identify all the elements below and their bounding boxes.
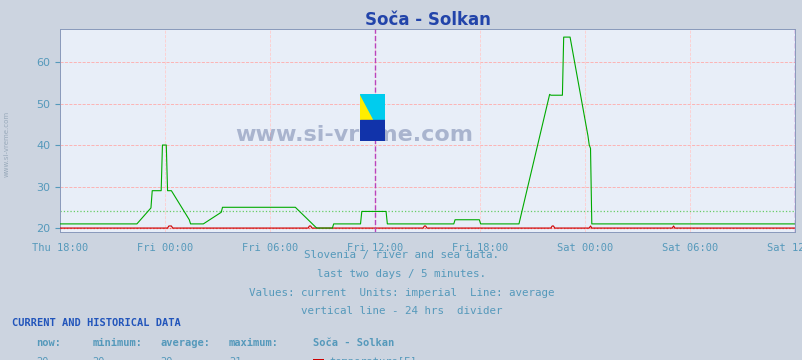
Text: Soča - Solkan: Soča - Solkan bbox=[313, 338, 394, 348]
Text: last two days / 5 minutes.: last two days / 5 minutes. bbox=[317, 269, 485, 279]
Text: Fri 06:00: Fri 06:00 bbox=[241, 243, 298, 253]
Polygon shape bbox=[360, 94, 384, 141]
Text: maximum:: maximum: bbox=[229, 338, 278, 348]
Text: Sat 00:00: Sat 00:00 bbox=[557, 243, 613, 253]
Text: www.si-vreme.com: www.si-vreme.com bbox=[235, 125, 472, 145]
Text: Sat 06:00: Sat 06:00 bbox=[661, 243, 717, 253]
Text: average:: average: bbox=[160, 338, 210, 348]
Text: Fri 00:00: Fri 00:00 bbox=[137, 243, 193, 253]
Text: CURRENT AND HISTORICAL DATA: CURRENT AND HISTORICAL DATA bbox=[12, 318, 180, 328]
Polygon shape bbox=[360, 120, 384, 141]
Text: Sat 12:00: Sat 12:00 bbox=[766, 243, 802, 253]
Text: minimum:: minimum: bbox=[92, 338, 142, 348]
Text: 21: 21 bbox=[229, 357, 241, 360]
Text: vertical line - 24 hrs  divider: vertical line - 24 hrs divider bbox=[301, 306, 501, 316]
Text: temperature[F]: temperature[F] bbox=[329, 357, 416, 360]
Polygon shape bbox=[360, 94, 384, 141]
Text: www.si-vreme.com: www.si-vreme.com bbox=[3, 111, 10, 177]
Title: Soča - Solkan: Soča - Solkan bbox=[364, 11, 490, 29]
Text: 20: 20 bbox=[92, 357, 105, 360]
Text: Fri 12:00: Fri 12:00 bbox=[346, 243, 403, 253]
Text: now:: now: bbox=[36, 338, 61, 348]
Text: Slovenia / river and sea data.: Slovenia / river and sea data. bbox=[304, 250, 498, 260]
Text: Thu 18:00: Thu 18:00 bbox=[32, 243, 88, 253]
Text: 20: 20 bbox=[36, 357, 49, 360]
Text: Fri 18:00: Fri 18:00 bbox=[452, 243, 508, 253]
Text: Values: current  Units: imperial  Line: average: Values: current Units: imperial Line: av… bbox=[249, 288, 553, 298]
Text: 20: 20 bbox=[160, 357, 173, 360]
